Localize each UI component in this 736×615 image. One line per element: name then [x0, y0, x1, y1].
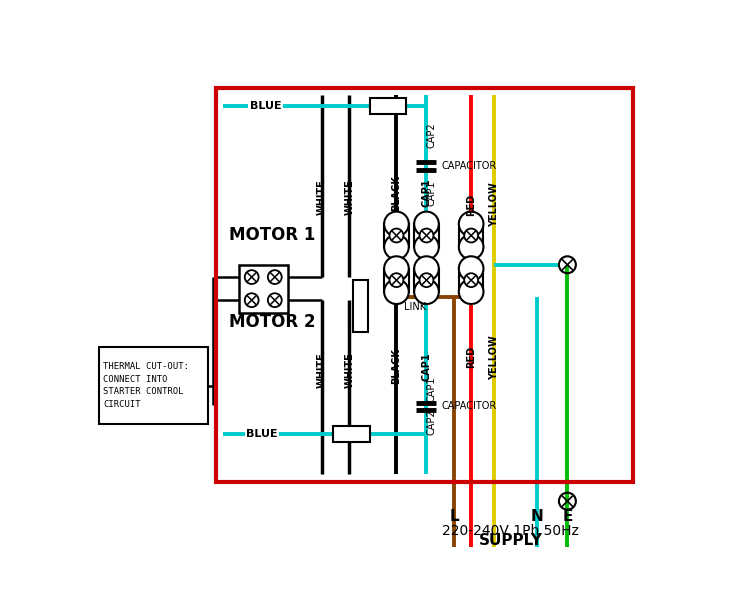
Circle shape [459, 256, 484, 281]
Text: 220-240V 1Ph 50Hz: 220-240V 1Ph 50Hz [442, 524, 579, 538]
Circle shape [384, 235, 408, 260]
Text: CAPACITOR: CAPACITOR [442, 402, 497, 411]
Circle shape [420, 229, 434, 242]
Circle shape [464, 229, 478, 242]
Circle shape [384, 256, 408, 281]
Circle shape [464, 273, 478, 287]
Text: LINK: LINK [404, 302, 426, 312]
Polygon shape [99, 347, 208, 424]
Circle shape [384, 212, 408, 236]
Text: CAP1: CAP1 [427, 180, 437, 206]
Circle shape [414, 235, 439, 260]
Circle shape [459, 212, 484, 236]
Text: BLUE: BLUE [250, 101, 281, 111]
Circle shape [459, 235, 484, 260]
Polygon shape [333, 426, 369, 442]
Circle shape [384, 279, 408, 304]
Text: WHITE: WHITE [316, 352, 327, 388]
Polygon shape [414, 224, 439, 247]
Circle shape [389, 229, 403, 242]
Polygon shape [384, 269, 408, 292]
Polygon shape [459, 269, 484, 292]
Text: CAP1: CAP1 [422, 352, 431, 381]
Text: WHITE: WHITE [316, 179, 327, 215]
Polygon shape [384, 224, 408, 247]
Circle shape [459, 279, 484, 304]
Polygon shape [369, 98, 406, 114]
Circle shape [268, 270, 282, 284]
Text: SUPPLY: SUPPLY [479, 533, 542, 548]
Text: BLACK: BLACK [392, 175, 401, 211]
Polygon shape [414, 269, 439, 292]
Polygon shape [459, 224, 484, 247]
Text: CAP2: CAP2 [427, 409, 437, 435]
Circle shape [268, 293, 282, 307]
Circle shape [414, 279, 439, 304]
Circle shape [245, 293, 258, 307]
Text: CAP2: CAP2 [427, 122, 437, 148]
Text: WHITE: WHITE [344, 352, 355, 388]
Text: E: E [562, 509, 573, 524]
Circle shape [245, 270, 258, 284]
Circle shape [420, 273, 434, 287]
Circle shape [389, 273, 403, 287]
Text: L: L [450, 509, 459, 524]
Polygon shape [353, 280, 368, 331]
Text: BLACK: BLACK [392, 349, 401, 384]
Text: THERMAL CUT-OUT:
CONNECT INTO
STARTER CONTROL
CIRCUIT: THERMAL CUT-OUT: CONNECT INTO STARTER CO… [103, 362, 189, 409]
Text: CAP1: CAP1 [427, 377, 437, 402]
Text: RED: RED [466, 346, 476, 368]
Circle shape [414, 212, 439, 236]
Text: N: N [530, 509, 543, 524]
Text: CAP1: CAP1 [422, 179, 431, 207]
Text: YELLOW: YELLOW [489, 335, 499, 379]
Text: BLUE: BLUE [246, 429, 277, 439]
Text: MOTOR 2: MOTOR 2 [229, 313, 316, 331]
Text: CAPACITOR: CAPACITOR [442, 161, 497, 171]
Circle shape [414, 256, 439, 281]
Text: WHITE: WHITE [344, 179, 355, 215]
Text: RED: RED [466, 194, 476, 216]
Text: YELLOW: YELLOW [489, 182, 499, 227]
Polygon shape [238, 265, 288, 312]
Text: MOTOR 1: MOTOR 1 [230, 226, 316, 245]
